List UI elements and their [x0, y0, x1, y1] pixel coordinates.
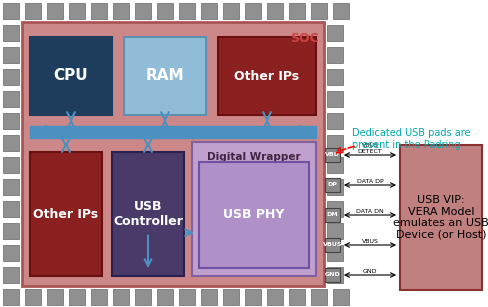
- Bar: [326, 179, 342, 195]
- Bar: [3, 179, 19, 195]
- Text: Other IPs: Other IPs: [33, 208, 99, 220]
- Text: CPU: CPU: [54, 68, 88, 84]
- Bar: [3, 135, 19, 151]
- Bar: [325, 148, 339, 162]
- Bar: [266, 289, 283, 305]
- Bar: [399, 145, 481, 290]
- Bar: [326, 113, 342, 129]
- Bar: [69, 289, 85, 305]
- Text: Other IPs: Other IPs: [234, 69, 299, 83]
- Text: GND: GND: [324, 273, 340, 278]
- Bar: [47, 3, 63, 19]
- Bar: [69, 3, 85, 19]
- Text: VBUS
DETECT: VBUS DETECT: [357, 143, 382, 154]
- Bar: [91, 3, 107, 19]
- Bar: [244, 3, 261, 19]
- Bar: [3, 25, 19, 41]
- Text: DM: DM: [326, 212, 338, 217]
- Bar: [25, 3, 41, 19]
- Bar: [113, 3, 129, 19]
- Bar: [3, 91, 19, 107]
- Bar: [223, 3, 239, 19]
- Text: Digital Wrapper: Digital Wrapper: [207, 152, 300, 162]
- Bar: [218, 37, 315, 115]
- Bar: [112, 152, 183, 276]
- Bar: [288, 3, 305, 19]
- Text: RAM: RAM: [145, 68, 184, 84]
- Bar: [326, 91, 342, 107]
- Text: DP: DP: [327, 182, 337, 188]
- Bar: [3, 3, 19, 19]
- Text: USB VIP:
VERA Model
emulates an USB
Device (or Host): USB VIP: VERA Model emulates an USB Devi…: [392, 195, 488, 240]
- Bar: [325, 238, 339, 252]
- Bar: [179, 3, 195, 19]
- Bar: [3, 113, 19, 129]
- Bar: [3, 69, 19, 85]
- Text: USB PHY: USB PHY: [223, 208, 284, 221]
- Bar: [91, 289, 107, 305]
- Bar: [326, 135, 342, 151]
- Bar: [199, 162, 308, 268]
- Bar: [3, 245, 19, 261]
- Bar: [326, 245, 342, 261]
- Bar: [124, 37, 205, 115]
- Bar: [30, 152, 102, 276]
- Text: GND: GND: [362, 269, 376, 274]
- Bar: [157, 289, 173, 305]
- Bar: [3, 157, 19, 173]
- Bar: [325, 178, 339, 192]
- Bar: [201, 3, 217, 19]
- Bar: [326, 69, 342, 85]
- Bar: [266, 3, 283, 19]
- Text: USB
Controller: USB Controller: [113, 200, 183, 228]
- Text: VBUS: VBUS: [322, 243, 342, 247]
- Text: present in the Padring: present in the Padring: [351, 140, 460, 150]
- Bar: [326, 157, 342, 173]
- Text: SOC: SOC: [290, 32, 318, 45]
- Bar: [3, 47, 19, 63]
- Bar: [332, 289, 348, 305]
- Bar: [326, 267, 342, 283]
- Bar: [135, 289, 151, 305]
- Bar: [47, 289, 63, 305]
- Bar: [192, 142, 315, 276]
- Bar: [22, 22, 324, 286]
- Bar: [30, 37, 112, 115]
- Bar: [325, 268, 339, 282]
- Bar: [3, 201, 19, 217]
- Bar: [157, 3, 173, 19]
- Bar: [223, 289, 239, 305]
- Bar: [326, 223, 342, 239]
- Bar: [310, 289, 326, 305]
- Bar: [3, 223, 19, 239]
- Bar: [135, 3, 151, 19]
- Bar: [326, 201, 342, 217]
- Bar: [325, 208, 339, 222]
- Text: VBD: VBD: [325, 153, 339, 157]
- Text: DATA DN: DATA DN: [355, 209, 383, 214]
- Text: DATA DP: DATA DP: [356, 179, 383, 184]
- Text: Dedicated USB pads are: Dedicated USB pads are: [351, 128, 469, 138]
- Bar: [332, 3, 348, 19]
- Bar: [310, 3, 326, 19]
- Bar: [25, 289, 41, 305]
- Bar: [288, 289, 305, 305]
- Bar: [326, 47, 342, 63]
- Text: VBUS: VBUS: [361, 239, 378, 244]
- Bar: [3, 289, 19, 305]
- Bar: [3, 267, 19, 283]
- Bar: [201, 289, 217, 305]
- Bar: [244, 289, 261, 305]
- Bar: [326, 25, 342, 41]
- Bar: [113, 289, 129, 305]
- Bar: [179, 289, 195, 305]
